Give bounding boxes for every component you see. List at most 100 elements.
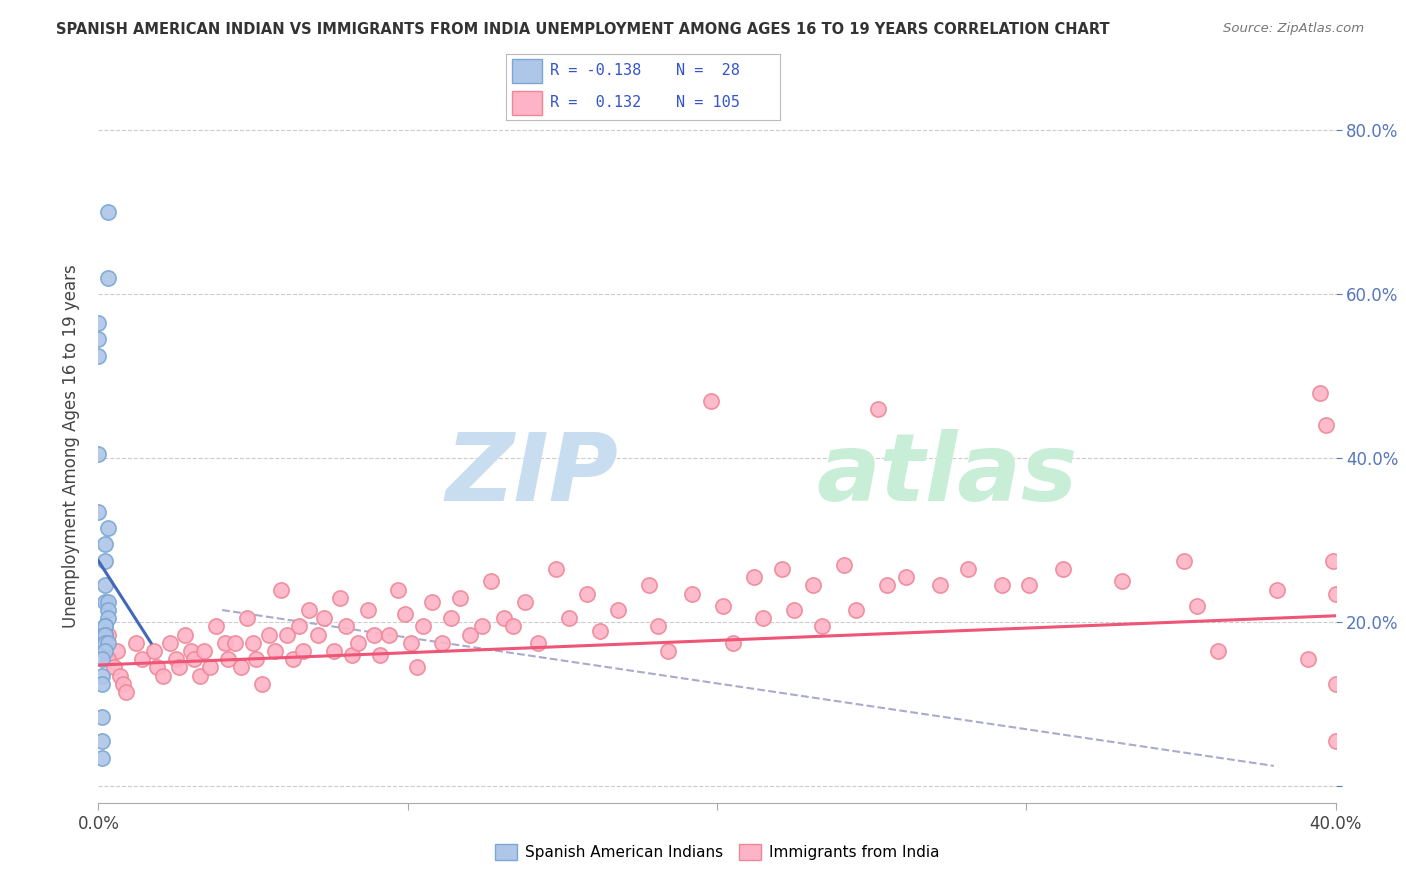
Point [93,627,115,641]
Point [430,636,453,650]
Point [93,595,115,609]
Point [307,627,329,641]
Point [1324,734,1347,748]
Point [471,619,494,633]
Point [97,270,120,285]
Point [87,349,110,363]
Point [97,627,120,641]
Legend: Spanish American Indians, Immigrants from India: Spanish American Indians, Immigrants fro… [488,838,946,866]
Point [90,652,112,666]
Point [87,505,110,519]
Point [180,644,202,658]
Point [112,677,135,691]
Text: Source: ZipAtlas.com: Source: ZipAtlas.com [1223,22,1364,36]
Point [93,619,115,633]
Point [638,578,661,592]
Point [1322,554,1344,568]
Point [721,636,744,650]
Point [742,570,765,584]
Text: atlas: atlas [815,428,1077,521]
Text: R = -0.138: R = -0.138 [550,63,641,78]
Point [783,603,806,617]
Point [93,554,115,568]
Point [93,636,115,650]
Point [412,619,434,633]
Point [288,619,311,633]
Point [224,636,246,650]
Point [368,648,391,662]
Text: R =  0.132: R = 0.132 [550,95,641,110]
Point [108,668,131,682]
Point [458,627,481,641]
Point [257,627,280,641]
Point [387,582,409,597]
Point [236,611,259,625]
Point [700,393,723,408]
Point [291,644,314,658]
Point [356,603,378,617]
Point [526,636,548,650]
Point [1111,574,1133,589]
Point [492,611,515,625]
Point [1309,385,1331,400]
Point [146,660,169,674]
Point [449,591,471,605]
Point [928,578,950,592]
Point [93,619,115,633]
Point [876,578,898,592]
Point [183,652,205,666]
Point [198,660,221,674]
Point [314,611,336,625]
Point [190,668,212,682]
Point [1018,578,1040,592]
Point [502,619,524,633]
Point [90,677,112,691]
Point [242,636,264,650]
Point [711,599,734,613]
Point [159,636,181,650]
Point [1324,677,1347,691]
Point [97,205,120,219]
Point [1173,554,1195,568]
Point [752,611,775,625]
Point [1052,562,1074,576]
Point [283,652,305,666]
Point [378,627,401,641]
Point [546,562,568,576]
Point [217,652,239,666]
Point [87,447,110,461]
Point [1324,587,1347,601]
Point [87,332,110,346]
Point [1206,644,1229,658]
Point [97,636,120,650]
Text: N = 105: N = 105 [676,95,740,110]
Point [479,574,502,589]
Text: ZIP: ZIP [446,428,619,521]
Point [270,582,292,597]
Point [770,562,793,576]
Point [422,595,444,609]
Point [263,644,285,658]
Point [174,627,197,641]
Point [363,627,385,641]
Point [165,652,187,666]
Point [990,578,1012,592]
Point [252,677,274,691]
Point [93,578,115,592]
Point [866,402,889,417]
Point [557,611,579,625]
Point [245,652,267,666]
Point [801,578,824,592]
Point [115,685,138,699]
Point [576,587,599,601]
Point [97,603,120,617]
Point [131,652,153,666]
Point [406,660,429,674]
Point [681,587,703,601]
Point [894,570,917,584]
Point [229,660,252,674]
Point [298,603,321,617]
Point [607,603,630,617]
Point [167,660,190,674]
Point [97,611,120,625]
